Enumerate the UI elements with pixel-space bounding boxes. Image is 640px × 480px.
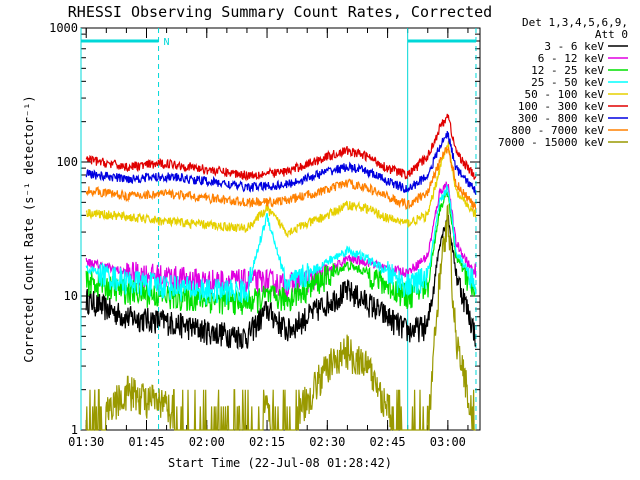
legend-header: Det 1,3,4,5,6,9,: [522, 16, 628, 29]
legend-entry-label: 100 - 300 keV: [518, 100, 604, 113]
series-line-7000to15000keV: [85, 203, 476, 431]
x-tick-label: 01:45: [128, 435, 164, 449]
y-tick-label: 1: [71, 423, 78, 437]
night-bar-label: N: [164, 37, 170, 48]
time-markers: N: [80, 28, 477, 430]
legend-entry-label: 7000 - 15000 keV: [498, 136, 604, 149]
x-tick-label: 03:00: [430, 435, 466, 449]
x-tick-label: 02:45: [370, 435, 406, 449]
series-line-12to25keV: [85, 188, 477, 316]
series-line-300to800keV: [85, 131, 477, 195]
legend-entry-label: 6 - 12 keV: [538, 52, 605, 65]
legend-entry-label: 300 - 800 keV: [518, 112, 604, 125]
legend-entry-label: 800 - 7000 keV: [511, 124, 604, 137]
x-tick-label: 01:30: [68, 435, 104, 449]
series-lines: [85, 113, 477, 431]
y-tick-label: 100: [56, 155, 78, 169]
plot-area-frame: [80, 27, 481, 431]
y-axis-label: Corrected Count Rate (s⁻¹ detector⁻¹): [22, 95, 36, 362]
y-tick-label: 1000: [49, 21, 78, 35]
x-tick-label: 02:00: [189, 435, 225, 449]
legend-entry-label: 3 - 6 keV: [544, 40, 604, 53]
y-tick-label: 10: [64, 289, 78, 303]
legend-entry-label: 50 - 100 keV: [525, 88, 605, 101]
series-line-100to300keV: [85, 113, 477, 182]
series-line-3to6keV: [85, 214, 477, 350]
series-line-25to50keV: [85, 183, 477, 305]
chart-title: RHESSI Observing Summary Count Rates, Co…: [68, 3, 492, 21]
legend-entry-label: 12 - 25 keV: [531, 64, 604, 77]
legend-entry-label: 25 - 50 keV: [531, 76, 604, 89]
x-tick-label: 02:30: [309, 435, 345, 449]
y-axis: 1 10 100 1000: [49, 21, 480, 437]
x-axis-label: Start Time (22-Jul-08 01:28:42): [168, 456, 392, 470]
legend-header: Att 0: [595, 28, 628, 41]
series-line-50to100keV: [85, 141, 477, 239]
x-tick-label: 02:15: [249, 435, 285, 449]
series-line-800to7000keV: [85, 146, 477, 211]
